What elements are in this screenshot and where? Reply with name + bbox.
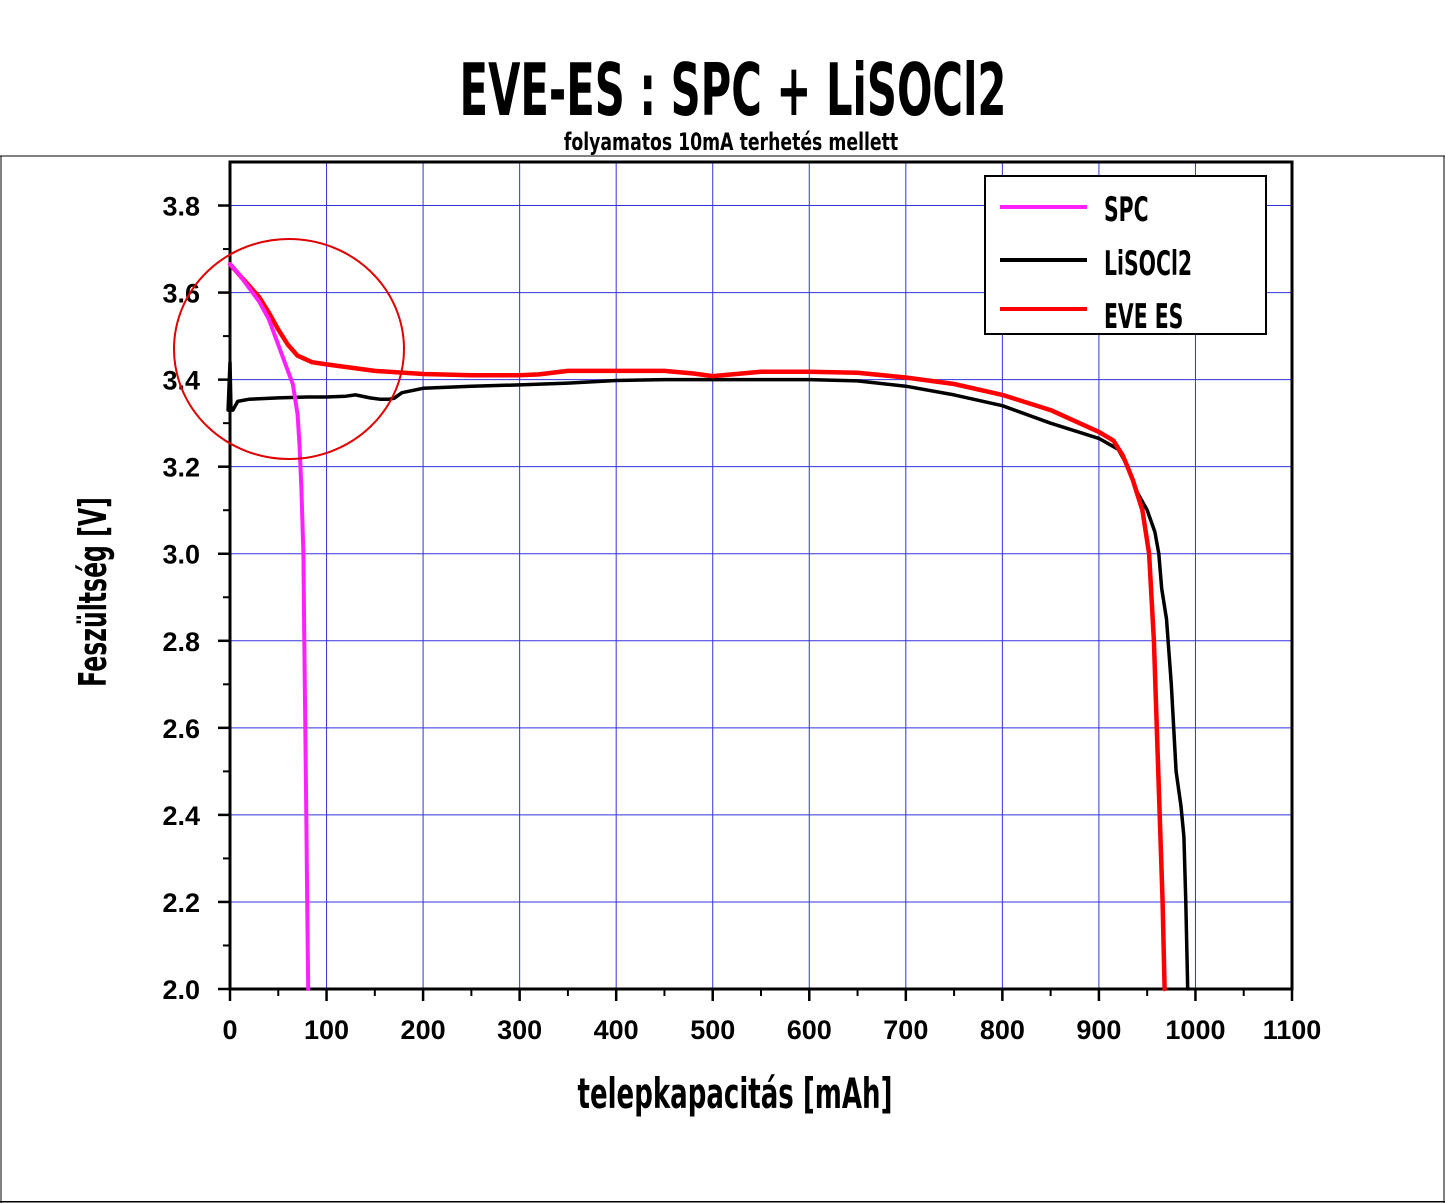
- series-lines: [226, 262, 1190, 992]
- x-tick-label: 100: [304, 1015, 349, 1045]
- x-tick-label: 900: [1076, 1015, 1121, 1045]
- x-tick-label: 700: [883, 1015, 928, 1045]
- x-tick-label: 400: [594, 1015, 639, 1045]
- y-tick-labels: 2.0 2.2 2.4 2.6 2.8 3.0 3.2 3.4 3.6 3.8: [162, 192, 200, 1005]
- frame-left: [0, 156, 2, 1203]
- series-line-spc: [228, 262, 311, 991]
- y-tick-label: 3.6: [162, 279, 200, 309]
- highlight-circle: [173, 238, 405, 460]
- legend-label-spc: SPC: [1104, 189, 1149, 229]
- chart-title: EVE-ES : SPC + LiSOCl2: [460, 48, 1007, 132]
- y-tick-label: 3.8: [162, 192, 200, 222]
- legend-label-eve-es: EVE ES: [1104, 296, 1183, 336]
- legend-label-lisocl2: LiSOCl2: [1104, 243, 1192, 283]
- x-tick-label: 600: [787, 1015, 832, 1045]
- x-axis-label: telepkapacitás [mAh]: [578, 1071, 893, 1119]
- axis-ticks: [218, 204, 1294, 1001]
- plot-area: 0 100 200 300 400 500 600 700 800 900 1000 1100 2.0…: [162, 160, 1321, 1045]
- x-tick-label: 1100: [1263, 1015, 1322, 1045]
- x-tick-labels: 0 100 200 300 400 500 600 700 800 900 1000 1100: [222, 1015, 1321, 1045]
- legend: SPC LiSOCl2 EVE ES: [984, 175, 1267, 336]
- y-tick-label: 3.2: [162, 453, 200, 483]
- y-tick-label: 2.6: [162, 714, 200, 744]
- x-tick-label: 1000: [1165, 1015, 1225, 1045]
- frame-bottom: [0, 1201, 1445, 1203]
- y-tick-label: 2.4: [162, 801, 200, 831]
- y-tick-label: 2.2: [162, 888, 200, 918]
- x-tick-label: 500: [690, 1015, 735, 1045]
- y-tick-label: 2.8: [162, 627, 200, 657]
- y-tick-label: 3.4: [162, 366, 200, 396]
- y-tick-label: 2.0: [162, 975, 200, 1005]
- frame-right: [1443, 156, 1445, 1203]
- x-tick-label: 300: [497, 1015, 542, 1045]
- series-line-eve-es: [227, 262, 1167, 992]
- x-tick-label: 800: [980, 1015, 1025, 1045]
- x-tick-label: 200: [401, 1015, 446, 1045]
- y-axis-label: Feszültség [V]: [72, 497, 115, 687]
- series-line-lisocl2: [226, 360, 1190, 991]
- y-tick-label: 3.0: [162, 540, 200, 570]
- x-tick-label: 0: [222, 1015, 237, 1045]
- chart-subtitle: folyamatos 10mA terhetés mellett: [564, 128, 898, 156]
